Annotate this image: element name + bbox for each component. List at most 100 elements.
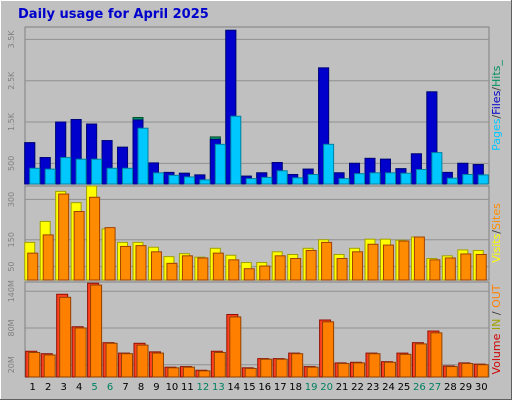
side-label-part: OUT: [490, 284, 503, 311]
x-tick-label: 26: [413, 382, 426, 393]
panel-volume: 20M 80M 140M Volume IN / OUT: [7, 280, 503, 378]
x-tick-label: 5: [91, 382, 97, 393]
x-tick-label: 29: [459, 382, 472, 393]
bar-out: [383, 361, 396, 378]
bar-pages: [446, 177, 458, 185]
bar-pages: [183, 176, 195, 185]
bar-sites: [429, 259, 441, 281]
x-tick-label: 18: [289, 382, 302, 393]
bar-sites: [444, 257, 456, 281]
bar-pages: [431, 152, 443, 185]
bar-pages: [106, 167, 118, 185]
side-label-part: Visits: [490, 233, 503, 262]
bar-pages: [122, 167, 134, 185]
bar-sites: [150, 251, 162, 281]
x-tick-label: 21: [336, 382, 349, 393]
y-tick-label: 2.5K: [7, 71, 16, 90]
bar-sites: [181, 255, 193, 281]
bar-sites: [228, 259, 240, 281]
x-tick-label: 24: [382, 382, 395, 393]
side-label-part: Files: [490, 90, 503, 114]
bar-out: [244, 367, 257, 378]
bar-sites: [42, 234, 54, 281]
bar-out: [353, 362, 366, 378]
bar-out: [43, 354, 56, 378]
bar-out: [105, 342, 118, 378]
x-tick-label: 3: [60, 382, 66, 393]
x-tick-label: 15: [243, 382, 256, 393]
panel-background: [24, 281, 490, 378]
side-label-part: /: [490, 311, 503, 315]
x-tick-label: 28: [444, 382, 457, 393]
bar-pages: [323, 143, 335, 185]
bar-sites: [336, 258, 348, 281]
bar-out: [167, 367, 180, 378]
side-label-part: Hits: [490, 65, 503, 87]
bar-pages: [60, 157, 72, 185]
bar-out: [213, 351, 226, 378]
bar-pages: [369, 172, 381, 185]
bar-pages: [462, 173, 474, 185]
y-tick-label: 500: [7, 156, 16, 171]
bar-pages: [338, 178, 350, 185]
bar-pages: [168, 174, 180, 185]
x-tick-label: 11: [181, 382, 194, 393]
bar-pages: [91, 158, 103, 185]
bar-out: [430, 332, 443, 378]
x-tick-label: 10: [166, 382, 179, 393]
bar-sites: [58, 193, 70, 281]
bar-out: [59, 296, 72, 378]
bar-sites: [352, 251, 364, 281]
bar-sites: [135, 245, 147, 281]
x-tick-label: 1: [30, 382, 36, 393]
bar-pages: [307, 173, 319, 185]
panel-side-label: Volume IN / OUT: [490, 284, 503, 374]
bar-out: [136, 344, 149, 378]
bar-pages: [292, 177, 304, 185]
bar-out: [291, 353, 304, 378]
bar-sites: [413, 236, 425, 281]
x-axis-labels: 1 2 3 4 5 6 7 8 9 10 11 12 13 14 15 16 17 18 19 20 21 22 23 24 2…: [30, 382, 488, 393]
bar-pages: [152, 172, 164, 185]
bar-sites: [460, 253, 472, 281]
bar-out: [198, 370, 211, 378]
y-tick-label: 300: [7, 192, 16, 207]
bar-sites: [73, 211, 85, 281]
bar-pages: [75, 158, 87, 185]
bar-sites: [120, 245, 132, 281]
bar-out: [306, 366, 319, 378]
bar-pages: [415, 169, 427, 185]
bar-out: [90, 284, 103, 378]
x-tick-label: 23: [367, 382, 380, 393]
chart-title: Daily usage for April 2025: [18, 7, 209, 22]
bar-out: [260, 358, 273, 378]
bar-pages: [477, 174, 489, 185]
bar-pages: [137, 127, 149, 185]
side-label-part: Volume: [490, 330, 503, 374]
bar-out: [368, 353, 381, 378]
x-tick-label: 27: [428, 382, 441, 393]
bar-out: [322, 321, 335, 378]
y-tick-label: 20M: [7, 356, 16, 373]
bar-pages: [276, 170, 288, 185]
side-label-part: /: [490, 115, 503, 119]
x-tick-label: 16: [258, 382, 271, 393]
bar-sites: [398, 240, 410, 281]
bar-pages: [44, 168, 56, 185]
bar-sites: [104, 227, 116, 281]
x-tick-label: 12: [196, 382, 209, 393]
bar-sites: [243, 268, 255, 281]
bar-pages: [384, 172, 396, 185]
x-tick-label: 22: [351, 382, 364, 393]
bar-out: [28, 351, 41, 378]
x-tick-label: 30: [475, 382, 488, 393]
bar-sites: [166, 262, 178, 281]
y-tick-label: 80M: [7, 319, 16, 336]
bar-out: [337, 363, 350, 378]
side-label-part: /: [490, 230, 503, 234]
side-label-part: IN: [490, 315, 503, 330]
panel-side-label: Pages/Files/Hits_: [490, 60, 503, 151]
side-label-part: /: [490, 87, 503, 91]
bar-sites: [197, 257, 209, 281]
bar-sites: [367, 243, 379, 281]
